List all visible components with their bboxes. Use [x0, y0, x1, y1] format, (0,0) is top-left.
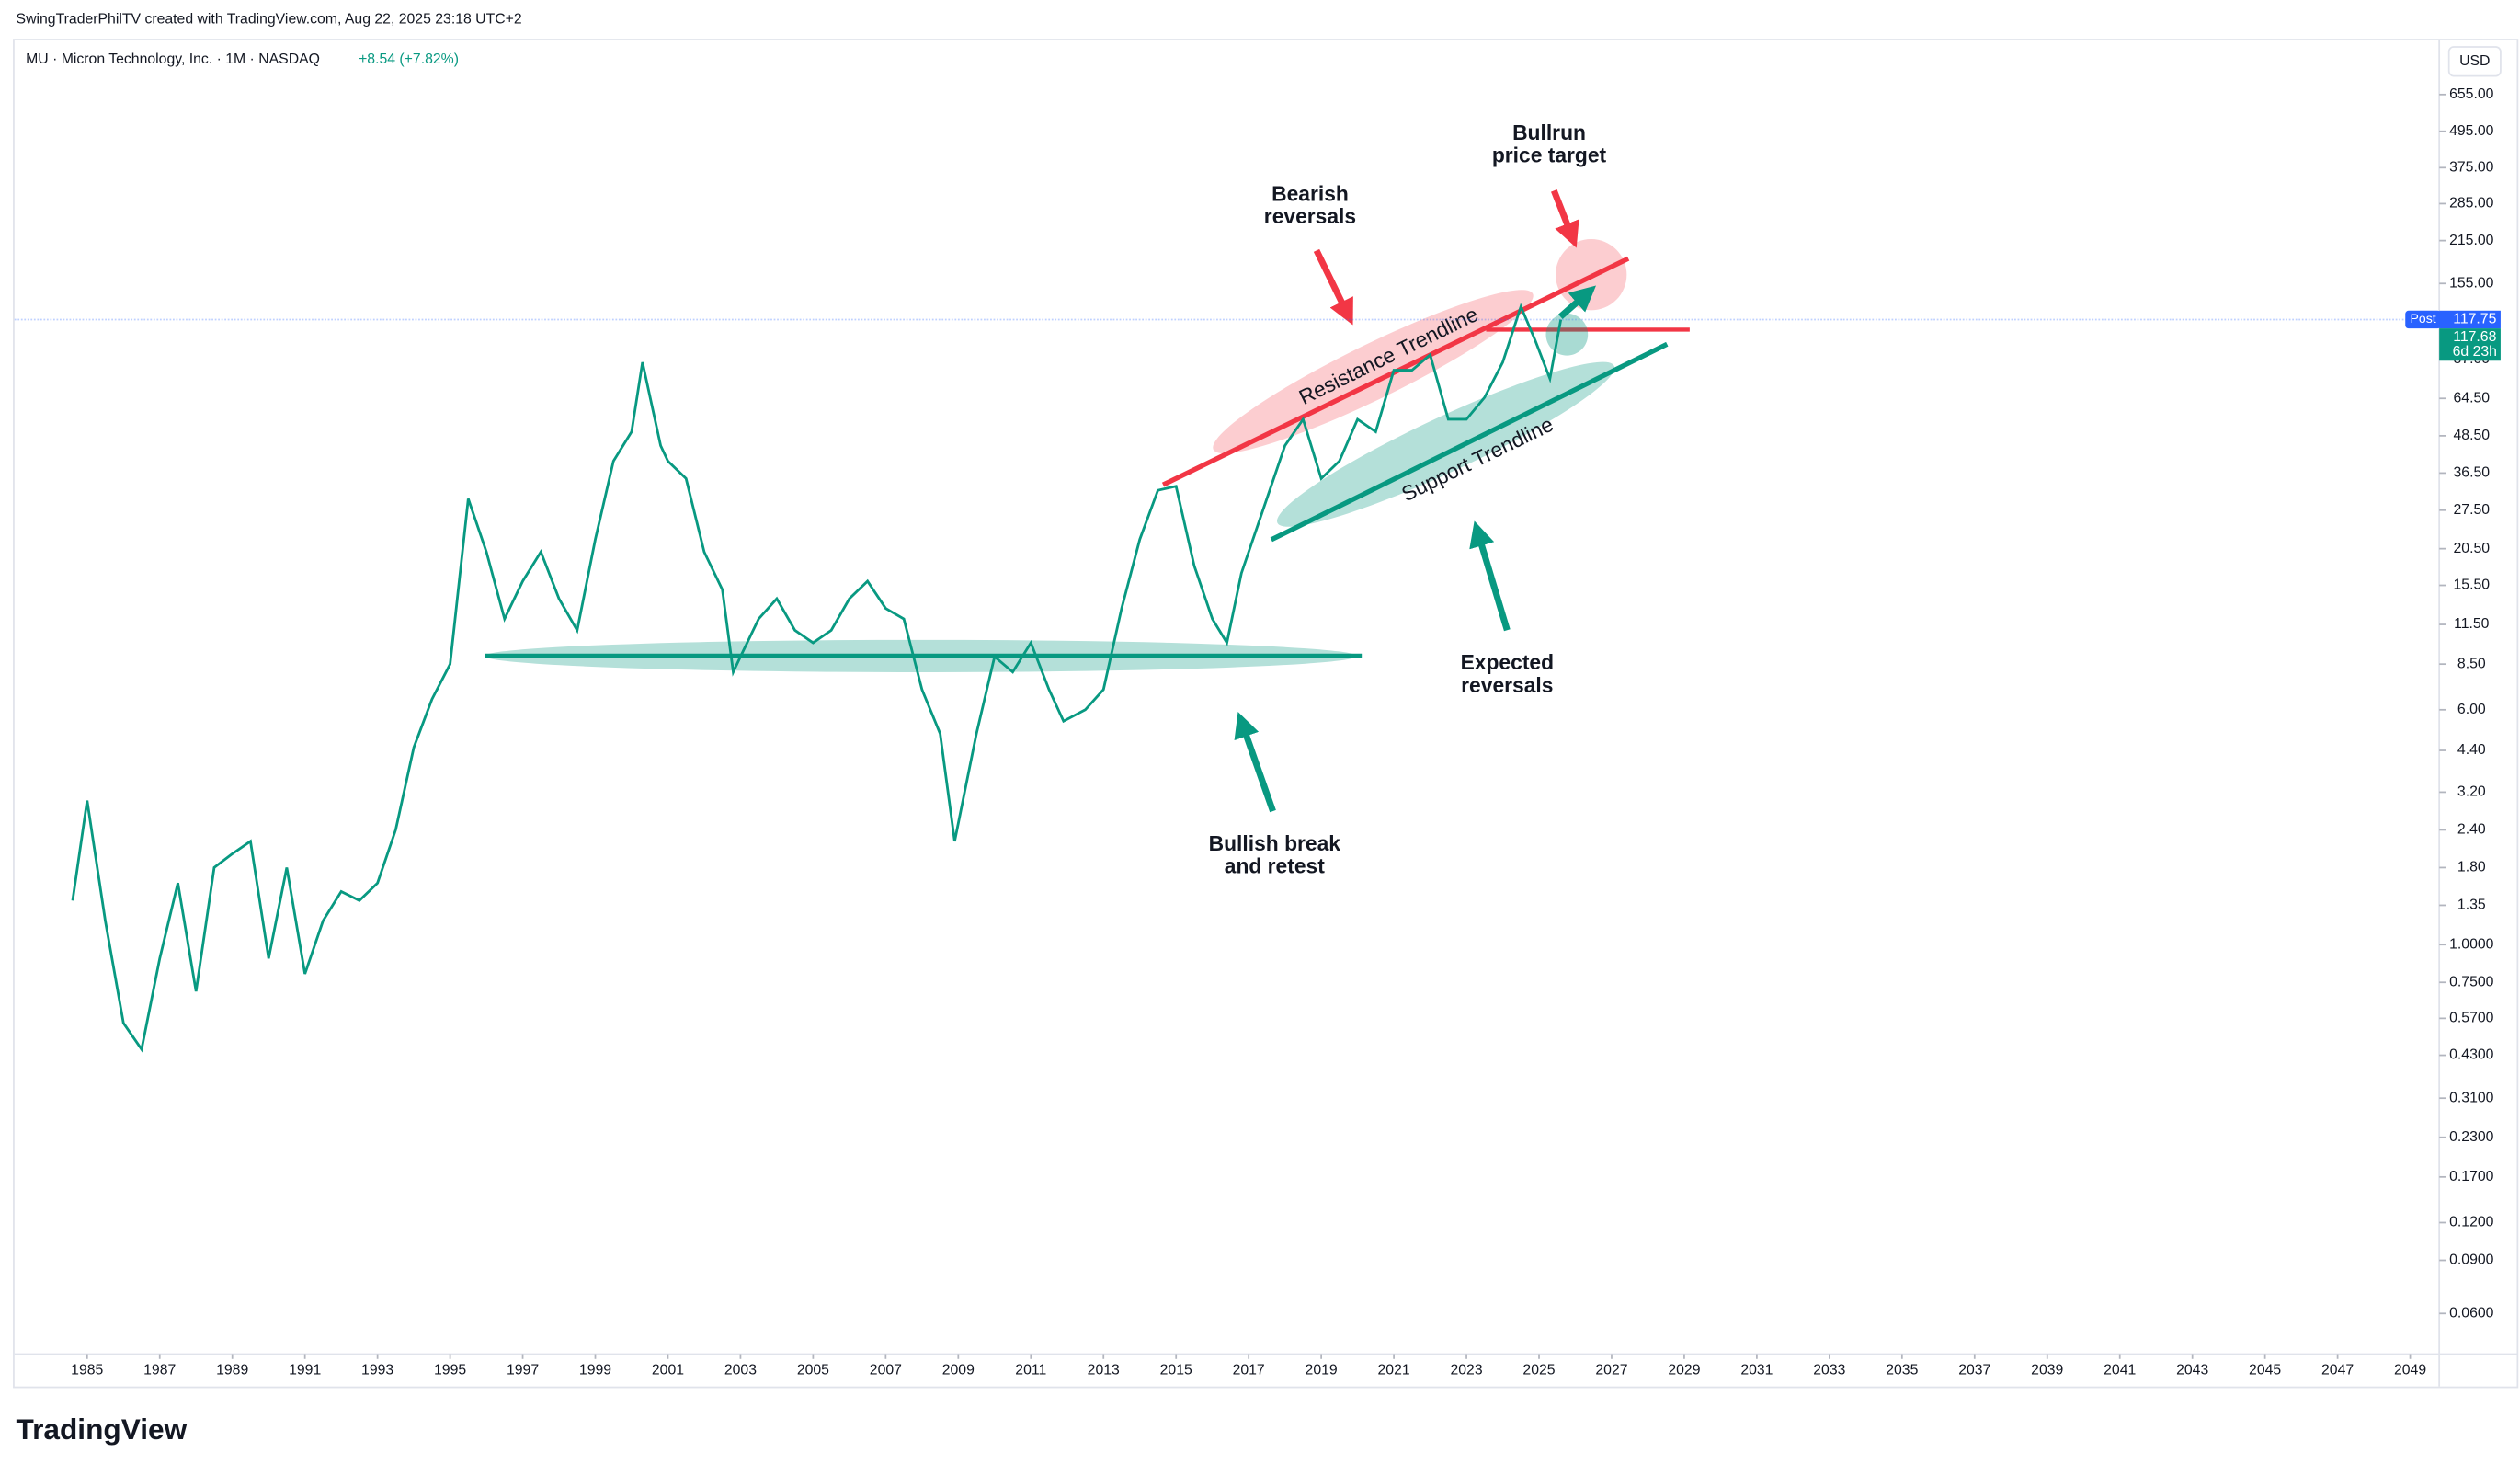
y-tick-label: 64.50 — [2454, 390, 2491, 406]
x-tick-label: 2003 — [724, 1362, 757, 1378]
y-tick-label: 20.50 — [2454, 541, 2491, 556]
y-tick-label: 8.50 — [2457, 656, 2486, 671]
y-tick-label: 0.3100 — [2449, 1090, 2494, 1105]
post-price: 117.75 — [2453, 312, 2496, 327]
y-tick-label: 0.2300 — [2449, 1129, 2494, 1145]
x-tick-label: 2047 — [2321, 1362, 2354, 1378]
annotation: Bearish — [1271, 182, 1349, 206]
x-tick-label: 1993 — [361, 1362, 393, 1378]
x-tick-label: 1987 — [143, 1362, 176, 1378]
y-tick-label: 655.00 — [2449, 86, 2494, 102]
y-tick-label: 1.80 — [2457, 860, 2486, 875]
annotation: price target — [1492, 143, 1607, 166]
x-tick-label: 2035 — [1886, 1362, 1918, 1378]
x-tick-label: 2023 — [1450, 1362, 1482, 1378]
y-tick-label: 0.7500 — [2449, 974, 2494, 989]
drawings — [485, 189, 1690, 813]
x-tick-label: 2043 — [2176, 1362, 2208, 1378]
attribution: SwingTraderPhilTV created with TradingVi… — [17, 11, 522, 27]
logo: TradingView — [17, 1413, 188, 1446]
y-tick-label: 0.0900 — [2449, 1252, 2494, 1268]
y-tick-label: 4.40 — [2457, 742, 2486, 758]
x-tick-label: 2041 — [2104, 1362, 2136, 1378]
change: +8.54 (+7.82%) — [359, 51, 459, 67]
x-tick-label: 2001 — [652, 1362, 684, 1378]
y-tick-label: 3.20 — [2457, 784, 2486, 800]
x-tick-label: 1995 — [434, 1362, 466, 1378]
y-tick-label: 375.00 — [2449, 159, 2494, 175]
x-tick-label: 1989 — [216, 1362, 248, 1378]
y-tick-label: 0.1700 — [2449, 1169, 2494, 1184]
x-tick-label: 2017 — [1233, 1362, 1265, 1378]
x-tick-label: 2009 — [942, 1362, 975, 1378]
y-tick-label: 6.00 — [2457, 702, 2486, 717]
annotation: Bullish break — [1209, 831, 1341, 855]
countdown: 6d 23h — [2453, 344, 2497, 360]
x-tick-label: 2027 — [1595, 1362, 1627, 1378]
y-tick-label: 215.00 — [2449, 233, 2494, 248]
price-line — [71, 303, 1563, 1053]
y-tick-label: 285.00 — [2449, 196, 2494, 212]
annotation: Bullrun — [1512, 120, 1586, 144]
symbol: MU · Micron Technology, Inc. · 1M · NASD… — [26, 51, 320, 67]
y-tick-label: 495.00 — [2449, 123, 2494, 139]
x-tick-label: 1991 — [289, 1362, 321, 1378]
x-tick-label: 1999 — [579, 1362, 611, 1378]
x-tick-label: 2045 — [2249, 1362, 2281, 1378]
x-tick-label: 2033 — [1813, 1362, 1845, 1378]
currency: USD — [2459, 53, 2490, 69]
x-tick-label: 2007 — [870, 1362, 902, 1378]
post-tag-bg — [2405, 310, 2441, 329]
x-tick-label: 2019 — [1306, 1362, 1338, 1378]
x-tick-label: 2015 — [1160, 1362, 1192, 1378]
x-tick-label: 2021 — [1378, 1362, 1410, 1378]
y-tick-label: 27.50 — [2454, 502, 2491, 518]
y-tick-label: 11.50 — [2454, 616, 2490, 632]
x-tick-label: 2011 — [1015, 1362, 1046, 1378]
x-tick-label: 2039 — [2031, 1362, 2063, 1378]
x-tick-label: 2005 — [797, 1362, 829, 1378]
x-tick-label: 2029 — [1668, 1362, 1700, 1378]
x-tick-label: 2013 — [1088, 1362, 1120, 1378]
x-tick-label: 2031 — [1740, 1362, 1773, 1378]
x-tick-label: 2049 — [2394, 1362, 2426, 1378]
x-tick-label: 2025 — [1522, 1362, 1555, 1378]
x-tick-label: 1985 — [71, 1362, 103, 1378]
y-tick-label: 1.35 — [2457, 898, 2486, 913]
annotation: Expected — [1461, 650, 1555, 674]
y-tick-label: 155.00 — [2449, 275, 2494, 291]
post-price-bg — [2439, 310, 2501, 329]
y-tick-label: 2.40 — [2457, 822, 2486, 838]
y-tick-label: 48.50 — [2454, 428, 2491, 443]
y-tick-label: 0.5700 — [2449, 1011, 2494, 1026]
y-tick-label: 0.4300 — [2449, 1047, 2494, 1063]
annotation: reversals — [1264, 204, 1356, 228]
x-tick-label: 2037 — [1958, 1362, 1990, 1378]
y-tick-label: 1.0000 — [2449, 936, 2494, 952]
annotation: and retest — [1225, 854, 1325, 878]
y-tick-label: 0.0600 — [2449, 1305, 2494, 1321]
y-tick-label: 36.50 — [2454, 465, 2491, 481]
last-price: 117.68 — [2453, 329, 2496, 345]
x-tick-label: 1997 — [507, 1362, 539, 1378]
y-tick-label: 15.50 — [2454, 578, 2491, 593]
last-price-bg — [2439, 328, 2501, 361]
y-tick-label: 0.1200 — [2449, 1215, 2494, 1230]
annotation: reversals — [1461, 673, 1553, 697]
post-label: Post — [2411, 311, 2436, 326]
